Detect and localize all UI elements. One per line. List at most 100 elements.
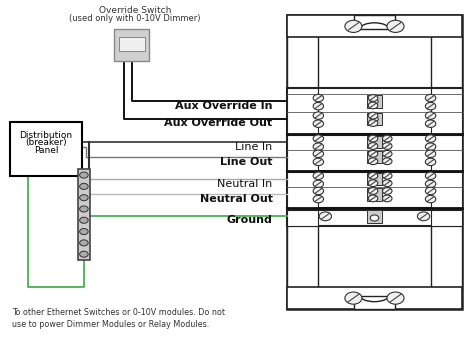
Bar bbox=[10, 122, 82, 176]
Circle shape bbox=[425, 94, 436, 102]
Circle shape bbox=[368, 135, 378, 142]
Bar bbox=[287, 287, 462, 309]
Circle shape bbox=[425, 158, 436, 166]
Text: Distribution: Distribution bbox=[19, 131, 73, 140]
Text: Line In: Line In bbox=[235, 142, 273, 152]
Circle shape bbox=[368, 180, 378, 187]
Circle shape bbox=[425, 135, 436, 142]
Circle shape bbox=[80, 172, 88, 178]
Bar bbox=[367, 173, 382, 186]
Circle shape bbox=[80, 228, 88, 235]
Circle shape bbox=[80, 251, 88, 257]
Circle shape bbox=[80, 217, 88, 223]
Bar bbox=[287, 172, 319, 208]
Circle shape bbox=[368, 158, 378, 165]
Bar bbox=[287, 210, 462, 226]
Circle shape bbox=[383, 172, 392, 179]
Circle shape bbox=[383, 150, 392, 157]
Bar bbox=[367, 95, 382, 108]
Bar bbox=[118, 37, 145, 51]
Circle shape bbox=[383, 158, 392, 165]
Circle shape bbox=[383, 180, 392, 187]
Bar bbox=[114, 29, 149, 61]
Text: Neutral Out: Neutral Out bbox=[200, 194, 273, 204]
Bar bbox=[430, 88, 462, 134]
Circle shape bbox=[371, 116, 378, 122]
Circle shape bbox=[383, 135, 392, 142]
Bar bbox=[430, 35, 462, 289]
Circle shape bbox=[368, 120, 378, 126]
Bar bbox=[354, 296, 394, 309]
Circle shape bbox=[80, 240, 88, 246]
Circle shape bbox=[425, 143, 436, 150]
Circle shape bbox=[425, 187, 436, 195]
Circle shape bbox=[313, 158, 324, 166]
Bar bbox=[367, 188, 382, 201]
Text: Line Out: Line Out bbox=[220, 157, 273, 167]
Circle shape bbox=[368, 102, 378, 109]
Circle shape bbox=[425, 120, 436, 127]
Circle shape bbox=[371, 99, 378, 104]
Circle shape bbox=[313, 102, 324, 110]
Circle shape bbox=[425, 195, 436, 203]
Text: Panel: Panel bbox=[34, 146, 58, 154]
Circle shape bbox=[345, 20, 362, 32]
Circle shape bbox=[425, 112, 436, 119]
Circle shape bbox=[313, 195, 324, 203]
Circle shape bbox=[368, 195, 378, 202]
Circle shape bbox=[368, 95, 378, 101]
Bar bbox=[430, 172, 462, 208]
Circle shape bbox=[313, 112, 324, 119]
Bar bbox=[287, 135, 462, 171]
Circle shape bbox=[370, 215, 379, 221]
Circle shape bbox=[383, 195, 392, 202]
Text: (used only with 0-10V Dimmer): (used only with 0-10V Dimmer) bbox=[69, 14, 201, 23]
Text: Override Switch: Override Switch bbox=[99, 6, 171, 15]
Circle shape bbox=[368, 172, 378, 179]
Circle shape bbox=[368, 188, 378, 194]
Bar bbox=[78, 169, 90, 260]
Circle shape bbox=[345, 292, 362, 304]
Circle shape bbox=[313, 135, 324, 142]
Bar bbox=[287, 88, 319, 134]
Circle shape bbox=[368, 143, 378, 149]
Circle shape bbox=[313, 180, 324, 188]
Bar bbox=[287, 88, 462, 134]
Text: To other Ethernet Switches or 0-10V modules. Do not: To other Ethernet Switches or 0-10V modu… bbox=[12, 308, 225, 317]
Circle shape bbox=[418, 212, 430, 221]
Bar bbox=[367, 113, 382, 125]
Bar bbox=[367, 210, 382, 223]
Circle shape bbox=[425, 172, 436, 179]
Bar bbox=[367, 136, 382, 148]
Text: use to power Dimmer Modules or Relay Modules.: use to power Dimmer Modules or Relay Mod… bbox=[12, 320, 209, 330]
Circle shape bbox=[80, 195, 88, 201]
Text: Neutral In: Neutral In bbox=[217, 179, 273, 189]
Circle shape bbox=[368, 150, 378, 157]
Bar bbox=[287, 172, 462, 208]
Bar bbox=[287, 210, 319, 226]
Circle shape bbox=[319, 212, 331, 221]
Circle shape bbox=[313, 172, 324, 179]
Bar bbox=[430, 135, 462, 171]
Circle shape bbox=[80, 206, 88, 212]
Circle shape bbox=[313, 150, 324, 158]
Bar bbox=[287, 35, 319, 289]
Circle shape bbox=[383, 188, 392, 194]
Text: Aux Override Out: Aux Override Out bbox=[164, 118, 273, 128]
Text: (breaker): (breaker) bbox=[25, 138, 67, 147]
Circle shape bbox=[313, 187, 324, 195]
Bar bbox=[287, 15, 462, 37]
Circle shape bbox=[387, 292, 404, 304]
Circle shape bbox=[313, 94, 324, 102]
Bar bbox=[287, 15, 462, 309]
Text: Aux Override In: Aux Override In bbox=[175, 101, 273, 112]
Circle shape bbox=[80, 183, 88, 189]
Text: Ground: Ground bbox=[227, 215, 273, 225]
Bar bbox=[354, 15, 394, 29]
Circle shape bbox=[425, 150, 436, 158]
Bar bbox=[367, 151, 382, 164]
Circle shape bbox=[313, 120, 324, 127]
Circle shape bbox=[425, 102, 436, 110]
Circle shape bbox=[425, 180, 436, 188]
Bar bbox=[287, 135, 319, 171]
